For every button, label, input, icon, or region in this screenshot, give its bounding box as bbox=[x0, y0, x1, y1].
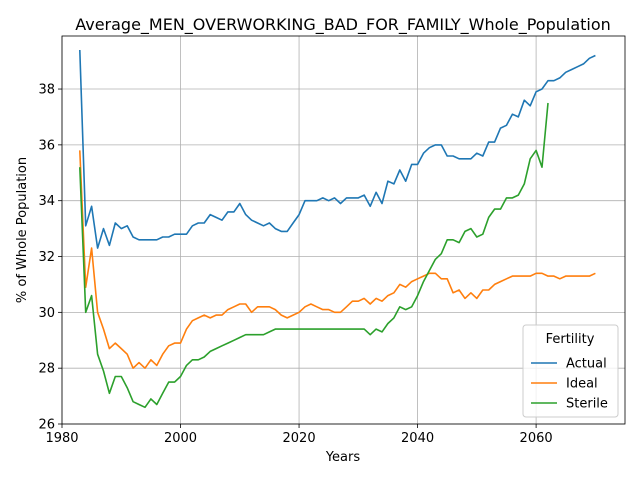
y-tick-label: 26 bbox=[38, 418, 55, 433]
series-line-actual bbox=[79, 49, 596, 249]
x-tick-label: 2040 bbox=[401, 431, 434, 446]
y-tick-label: 38 bbox=[38, 83, 55, 98]
series-line-ideal bbox=[79, 150, 596, 370]
series-layer bbox=[79, 49, 596, 409]
legend-label-ideal: Ideal bbox=[566, 377, 598, 392]
x-tick-label: 1980 bbox=[45, 431, 78, 446]
y-tick-label: 30 bbox=[38, 306, 55, 321]
y-tick-label: 36 bbox=[38, 138, 55, 153]
legend-label-actual: Actual bbox=[566, 357, 607, 372]
y-axis-label: % of Whole Population bbox=[15, 157, 30, 303]
legend: Fertility Actual Ideal Sterile bbox=[522, 324, 619, 418]
legend-label-sterile: Sterile bbox=[566, 397, 608, 412]
series-line-sterile bbox=[79, 102, 549, 409]
plot-frame bbox=[61, 35, 626, 425]
y-axis: 26 28 30 32 34 36 38 bbox=[38, 83, 62, 433]
x-axis: 1980 2000 2020 2040 2060 bbox=[45, 424, 553, 446]
y-tick-label: 34 bbox=[38, 194, 55, 209]
x-axis-label: Years bbox=[325, 450, 361, 465]
chart-title: Average_MEN_OVERWORKING_BAD_FOR_FAMILY_W… bbox=[75, 15, 611, 35]
legend-title: Fertility bbox=[546, 332, 595, 347]
legend-box bbox=[522, 324, 619, 418]
x-tick-label: 2020 bbox=[283, 431, 316, 446]
y-tick-label: 28 bbox=[38, 362, 55, 377]
x-tick-label: 2000 bbox=[164, 431, 197, 446]
x-tick-label: 2060 bbox=[520, 431, 553, 446]
y-tick-label: 32 bbox=[38, 250, 55, 265]
